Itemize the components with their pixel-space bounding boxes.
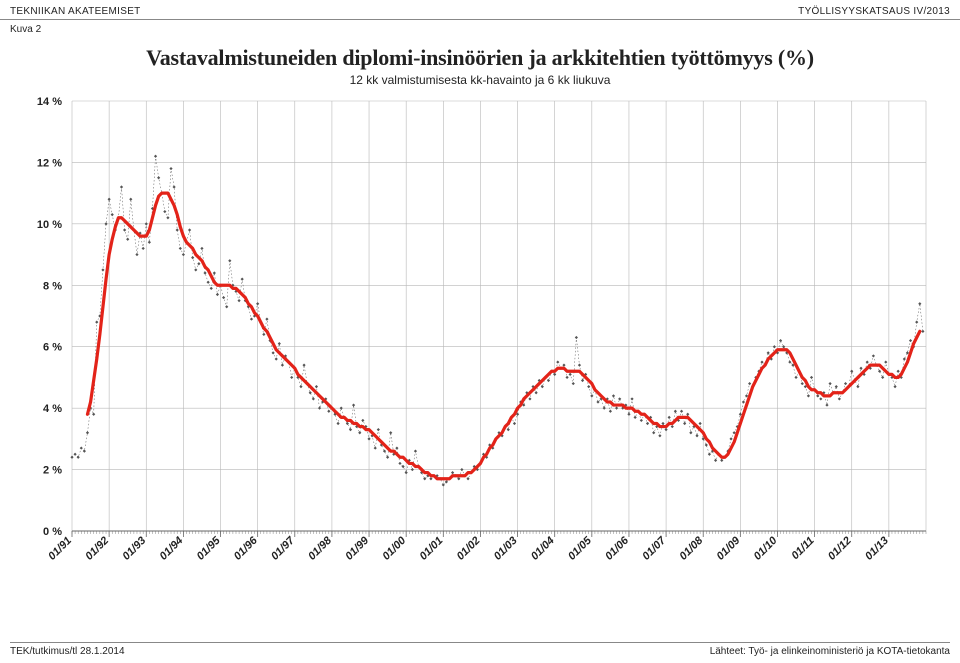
chart-title: Vastavalmistuneiden diplomi-insinöörien … <box>0 45 960 71</box>
svg-text:6 %: 6 % <box>43 342 62 354</box>
header-left: TEKNIIKAN AKATEEMISET <box>10 6 141 17</box>
line-chart: 0 %2 %4 %6 %8 %10 %12 %14 %01/9101/9201/… <box>20 93 940 593</box>
figure-label: Kuva 2 <box>0 20 960 35</box>
svg-text:14 %: 14 % <box>37 96 62 108</box>
svg-text:0 %: 0 % <box>43 526 62 538</box>
chart-container: 0 %2 %4 %6 %8 %10 %12 %14 %01/9101/9201/… <box>20 93 940 593</box>
header-right: TYÖLLISYYSKATSAUS IV/2013 <box>798 6 950 17</box>
svg-text:2 %: 2 % <box>43 465 62 477</box>
svg-text:8 %: 8 % <box>43 280 62 292</box>
svg-text:10 %: 10 % <box>37 219 62 231</box>
footer-left: TEK/tutkimus/tl 28.1.2014 <box>10 646 125 657</box>
footer-right: Lähteet: Työ- ja elinkeinoministeriö ja … <box>710 646 950 657</box>
chart-subtitle: 12 kk valmistumisesta kk-havainto ja 6 k… <box>0 73 960 87</box>
svg-text:12 %: 12 % <box>37 157 62 169</box>
svg-text:4 %: 4 % <box>43 403 62 415</box>
